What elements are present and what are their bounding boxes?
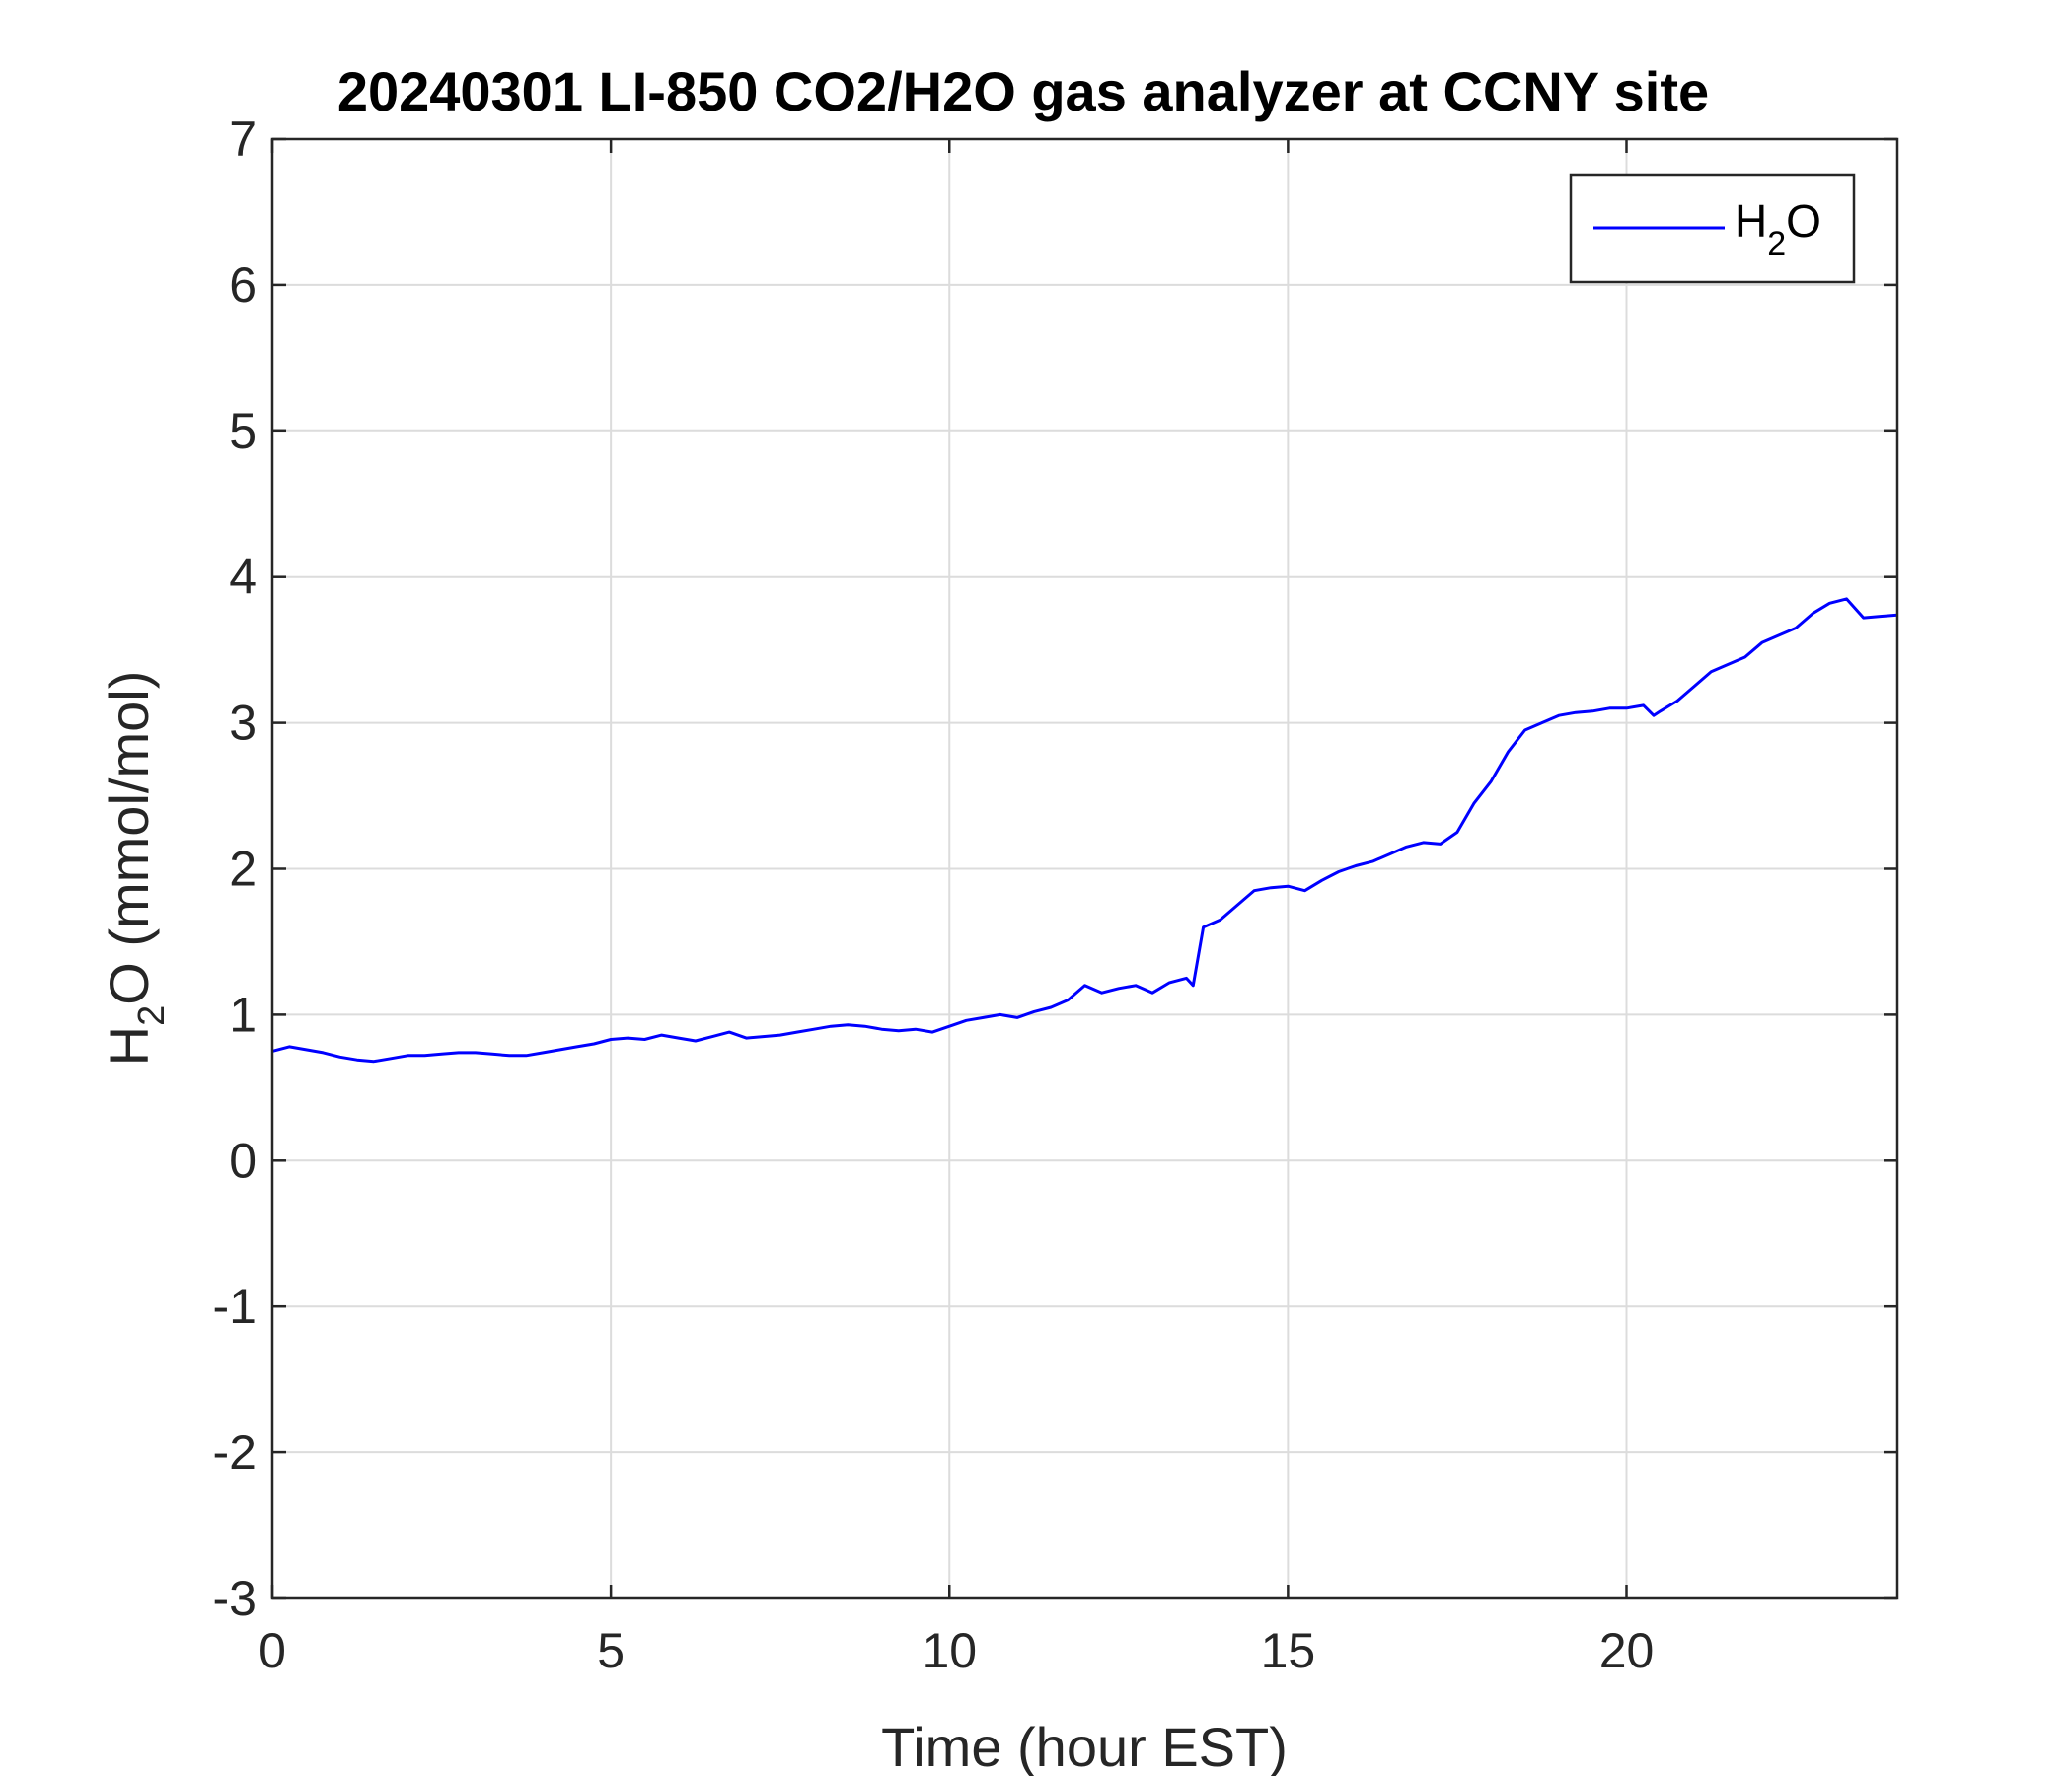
x-tick-label: 15 [1261,1623,1316,1678]
y-tick-label: 6 [229,258,257,313]
y-tick-label: 2 [229,842,257,897]
legend-label-h2o: H2O [1735,195,1821,262]
chart-title: 20240301 LI-850 CO2/H2O gas analyzer at … [337,60,1709,122]
grid [272,139,1897,1598]
legend-label-sub: 2 [1767,225,1786,262]
series-layer [271,597,1898,1064]
x-axis-label: Time (hour EST) [881,1716,1288,1776]
y-tick-label: 0 [229,1133,257,1188]
series-line-0 [271,597,1898,1064]
x-tick-label: 0 [259,1623,286,1678]
y-tick-label: 3 [229,696,257,751]
y-axis-label-main: H [98,1026,160,1066]
x-tick-label: 5 [597,1623,625,1678]
y-tick-label: 1 [229,987,257,1042]
y-tick-label: -2 [213,1425,257,1480]
x-tick-label: 20 [1599,1623,1655,1678]
y-tick-label: 5 [229,404,257,459]
x-tick-label: 10 [922,1623,977,1678]
plot-frame [270,137,1899,1600]
legend-label-main: H [1735,195,1767,247]
y-axis-label-rest: O (mmol/mol) [98,671,160,1005]
y-tick-label: -3 [213,1571,257,1626]
y-axis-label-sub: 2 [131,1005,173,1026]
y-tick-label: 4 [229,550,257,605]
legend: H2O [1569,173,1856,284]
y-tick-label: -1 [213,1279,257,1334]
x-tick-labels: 0 5 10 15 20 [259,1623,1654,1678]
legend-label-rest: O [1786,195,1821,247]
y-tick-labels: -3 -2 -1 0 1 2 3 4 5 6 7 [213,111,257,1626]
y-tick-label: 7 [229,111,257,167]
y-axis-label: H2O (mmol/mol) [98,671,173,1067]
